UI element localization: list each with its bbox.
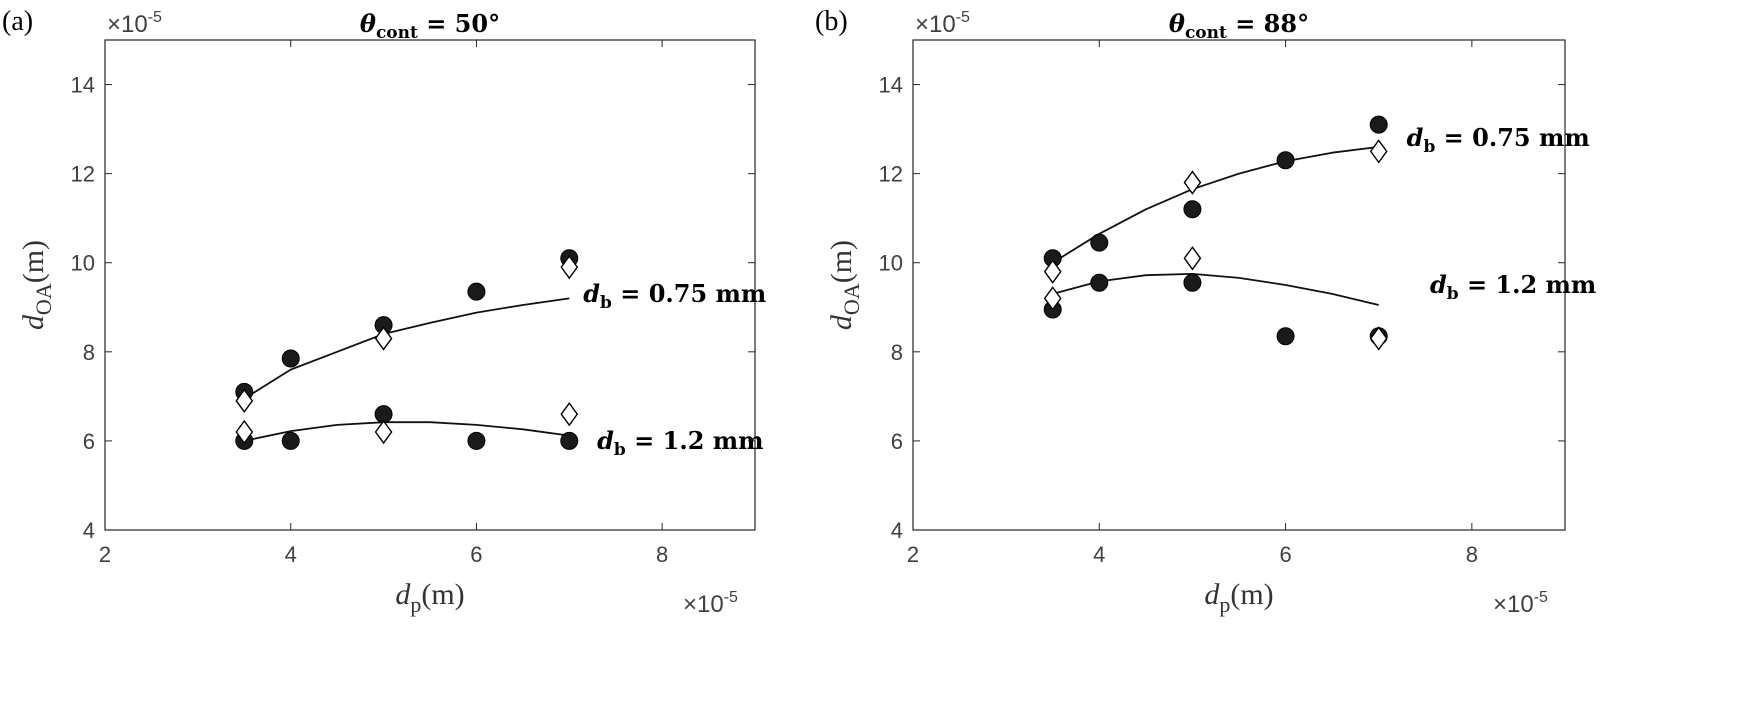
y-axis-label: dOA(m): [17, 240, 56, 330]
x-axis-label: dp(m): [395, 578, 464, 617]
x-tick-label: 8: [1466, 542, 1478, 567]
y-tick-label: 8: [891, 340, 903, 365]
data-point-filled: [281, 349, 300, 368]
plot-frame: [104, 39, 756, 531]
data-point-filled: [1090, 273, 1109, 292]
annotation-db-1.2: db = 1.2 mm: [597, 426, 763, 460]
data-point-filled: [467, 431, 486, 450]
annotation-db-0.75: db = 0.75 mm: [1407, 123, 1590, 157]
x-axis-label: dp(m): [1204, 578, 1273, 617]
data-point-open: [1043, 259, 1062, 284]
data-point-filled: [1090, 233, 1109, 252]
data-point-filled: [1276, 327, 1295, 346]
data-point-filled: [467, 282, 486, 301]
x-tick-label: 2: [99, 542, 111, 567]
plot-frame: [912, 39, 1566, 531]
fit-curve-db-1.2: [244, 421, 570, 442]
chart-title: θcont = 50°: [360, 9, 500, 43]
x-scale-exponent: ×10-5: [1493, 589, 1548, 618]
data-point-open: [560, 401, 579, 427]
data-point-open: [1183, 246, 1202, 271]
data-point-filled: [560, 431, 579, 450]
y-axis-label: dOA(m): [825, 240, 864, 330]
chart-title: θcont = 88°: [1169, 9, 1309, 43]
panel-label: (a): [2, 6, 33, 37]
x-tick-label: 6: [1279, 542, 1291, 567]
y-tick-label: 14: [879, 73, 903, 98]
fit-curve-db-0.75: [243, 297, 570, 400]
x-tick-label: 8: [656, 542, 668, 567]
data-point-filled: [281, 431, 300, 450]
panel-label: (b): [815, 6, 848, 37]
data-point-open: [1369, 139, 1388, 164]
x-tick-label: 6: [470, 542, 482, 567]
y-tick-label: 10: [879, 251, 903, 276]
data-point-open: [1369, 326, 1388, 351]
x-scale-exponent: ×10-5: [683, 589, 738, 618]
data-point-filled: [1369, 115, 1388, 134]
y-tick-label: 12: [71, 162, 95, 187]
fit-curve-db-0.75: [1052, 146, 1379, 264]
data-point-open: [374, 419, 393, 445]
data-point-open: [560, 254, 579, 280]
y-tick-label: 4: [891, 518, 903, 543]
y-tick-label: 6: [891, 429, 903, 454]
y-tick-label: 10: [71, 251, 95, 276]
x-tick-label: 4: [1093, 542, 1105, 567]
annotation-db-1.2: db = 1.2 mm: [1430, 270, 1596, 304]
y-tick-label: 8: [83, 340, 95, 365]
data-point-filled: [1276, 151, 1295, 170]
y-tick-label: 12: [879, 162, 903, 187]
y-tick-label: 14: [71, 73, 95, 98]
x-tick-label: 4: [285, 542, 297, 567]
annotation-db-0.75: db = 0.75 mm: [583, 279, 766, 313]
data-point-open: [374, 326, 393, 351]
data-point-open: [1043, 286, 1062, 311]
y-tick-label: 6: [83, 429, 95, 454]
y-scale-exponent: ×10-5: [107, 9, 162, 38]
data-point-open: [1183, 170, 1202, 195]
data-point-filled: [1183, 200, 1202, 219]
data-point-open: [235, 388, 254, 414]
x-tick-label: 2: [907, 542, 919, 567]
data-point-filled: [1183, 273, 1202, 292]
y-tick-label: 4: [83, 518, 95, 543]
y-scale-exponent: ×10-5: [915, 9, 970, 38]
data-point-open: [235, 419, 254, 445]
